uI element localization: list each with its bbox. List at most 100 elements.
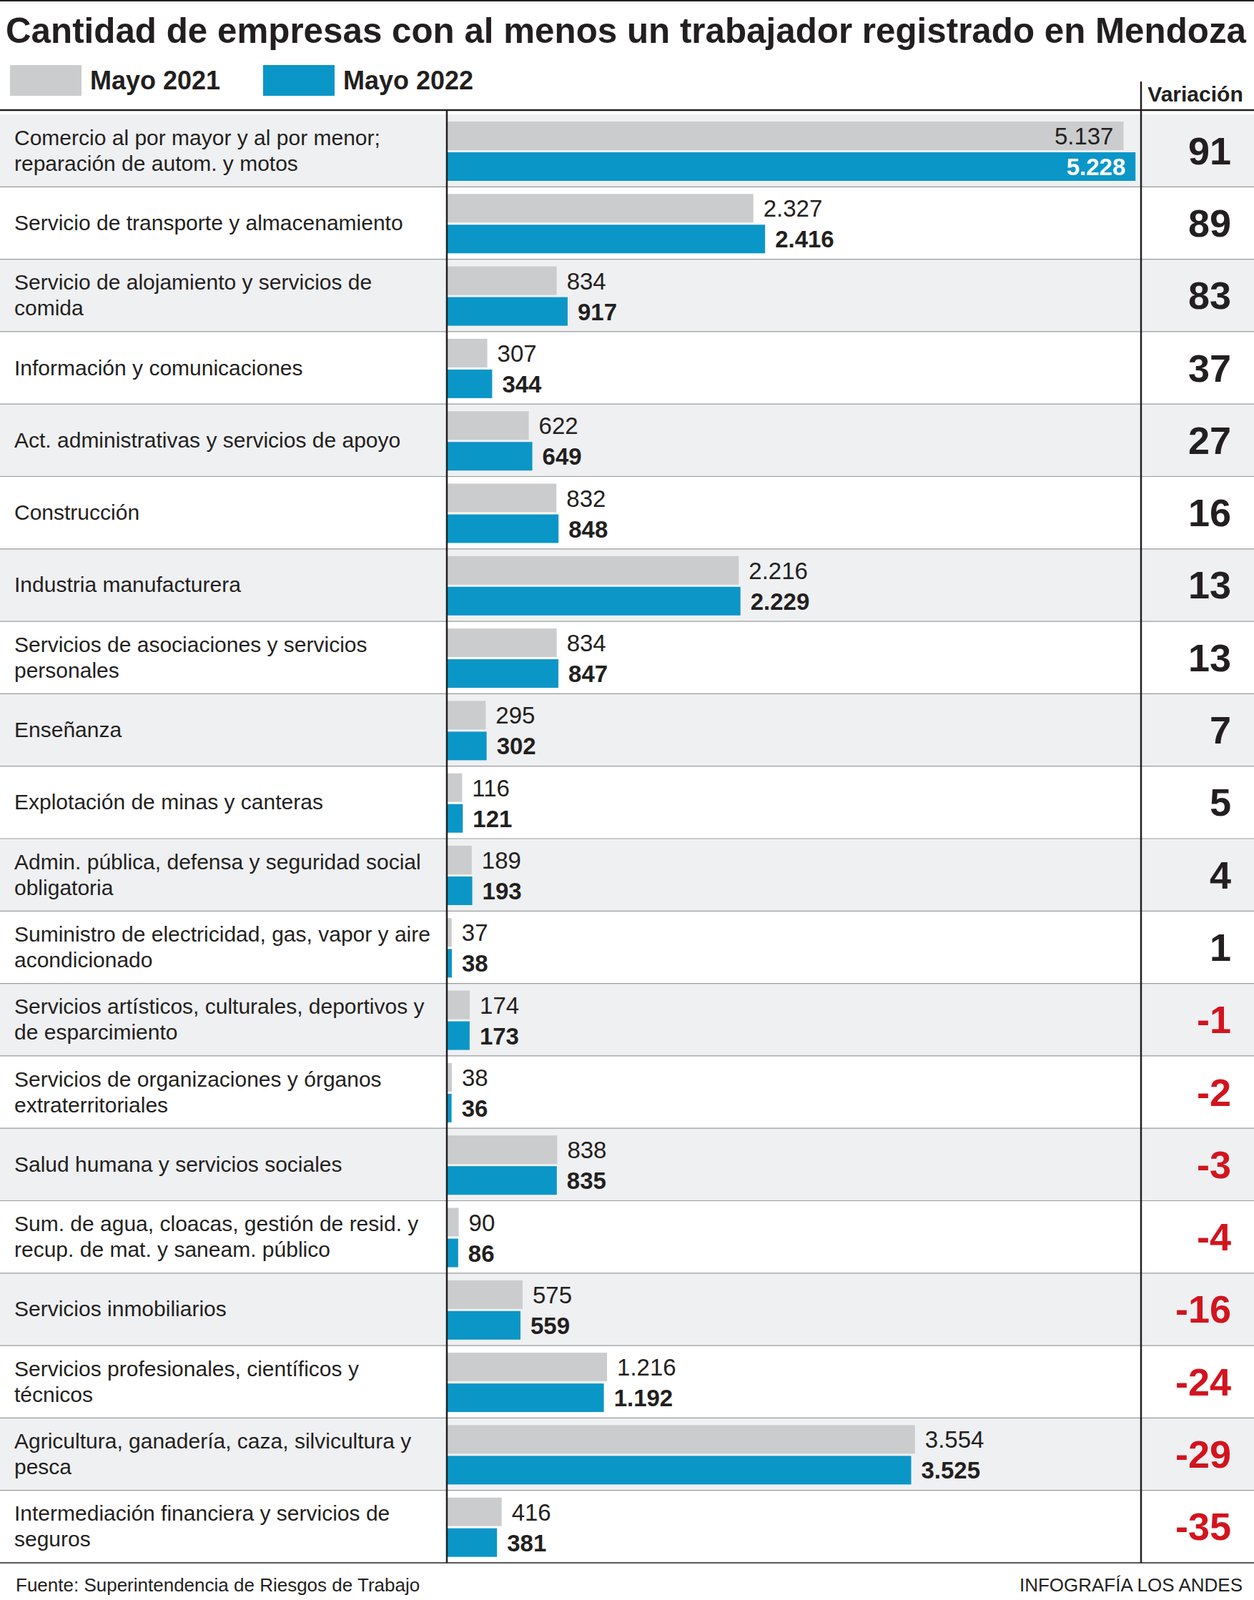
category-line: Agricultura, ganadería, caza, silvicultu… xyxy=(14,1429,412,1453)
bar xyxy=(446,1166,557,1195)
row-separator xyxy=(0,1344,1254,1346)
bar xyxy=(446,1497,502,1527)
row-background xyxy=(0,259,1254,332)
category-label: Sum. de agua, cloacas, gestión de resid.… xyxy=(14,1211,419,1262)
value-label: 1.192 xyxy=(614,1384,674,1412)
value-label: 2.416 xyxy=(774,225,835,253)
bar xyxy=(446,556,739,585)
bar xyxy=(446,628,557,658)
row-separator xyxy=(0,476,1254,477)
value-label: 5.228 xyxy=(1066,153,1127,181)
row-separator xyxy=(0,910,1254,912)
category-line: Comercio al por mayor y al por menor; xyxy=(14,125,381,150)
variation-value: 4 xyxy=(1209,853,1232,897)
bar xyxy=(446,1208,459,1237)
category-label: Intermediación financiera y servicios de… xyxy=(14,1501,390,1551)
row-separator xyxy=(0,765,1254,767)
value-label: 834 xyxy=(566,268,607,295)
bar xyxy=(446,441,533,471)
category-label: Comercio al por mayor y al por menor;rep… xyxy=(14,125,381,176)
category-line: extraterritoriales xyxy=(14,1093,169,1117)
variation-value: 27 xyxy=(1188,418,1232,462)
variation-value: -16 xyxy=(1175,1287,1232,1331)
variation-value: -24 xyxy=(1175,1360,1232,1404)
bar xyxy=(446,1238,459,1268)
category-line: Servicios de organizaciones y órganos xyxy=(14,1067,382,1091)
category-label: Construcción xyxy=(14,500,140,525)
bar xyxy=(446,224,765,254)
bar xyxy=(446,152,1136,181)
row-separator xyxy=(0,331,1254,332)
row-background xyxy=(0,1128,1254,1201)
bar xyxy=(446,121,1124,151)
bar xyxy=(446,297,568,327)
row-background xyxy=(0,983,1254,1056)
bar xyxy=(446,193,754,223)
variation-value: 91 xyxy=(1188,129,1232,173)
category-line: Act. administrativas y servicios de apoy… xyxy=(14,428,401,452)
bar xyxy=(446,1383,605,1413)
category-label: Servicios profesionales, científicos yté… xyxy=(14,1356,359,1407)
row-separator xyxy=(0,1055,1254,1056)
category-line: Servicios inmobiliarios xyxy=(14,1296,227,1321)
value-label: 2.229 xyxy=(750,588,811,615)
variation-value: -4 xyxy=(1196,1215,1232,1259)
variation-value: 16 xyxy=(1188,491,1232,535)
category-line: acondicionado xyxy=(14,948,153,972)
legend-swatch xyxy=(10,65,82,96)
category-line: Servicios de asociaciones y servicios xyxy=(14,632,368,657)
category-line: Suministro de electricidad, gas, vapor y… xyxy=(14,922,431,946)
chart: Cantidad de empresas con al menos un tra… xyxy=(0,0,1254,1600)
bar xyxy=(446,876,473,906)
row-background xyxy=(0,1417,1254,1490)
row-background xyxy=(0,114,1254,187)
row-separator xyxy=(0,1200,1254,1202)
category-line: Información y comunicaciones xyxy=(14,356,304,380)
top-rule xyxy=(0,0,1254,2)
bar xyxy=(446,845,472,875)
variation-header: Variación xyxy=(1147,82,1243,106)
variation-value: 83 xyxy=(1188,273,1232,317)
category-line: de esparcimiento xyxy=(14,1020,178,1044)
bar xyxy=(446,1021,470,1051)
category-line: comida xyxy=(14,295,84,320)
category-line: pesca xyxy=(14,1454,72,1479)
category-line: Admin. pública, defensa y seguridad soci… xyxy=(14,850,422,874)
category-line: Servicios artísticos, culturales, deport… xyxy=(14,994,425,1019)
value-label: 559 xyxy=(530,1312,570,1340)
value-label: 36 xyxy=(461,1095,489,1122)
category-label: Servicios inmobiliarios xyxy=(14,1296,227,1321)
row-separator xyxy=(0,258,1254,260)
value-label: 121 xyxy=(472,805,512,833)
variation-value: 1 xyxy=(1209,925,1232,969)
category-label: Salud humana y servicios sociales xyxy=(14,1152,343,1177)
bar xyxy=(446,1424,916,1454)
category-label: Servicios de organizaciones y órganosext… xyxy=(14,1067,382,1117)
variation-value: 5 xyxy=(1209,780,1232,824)
row-separator xyxy=(0,620,1254,622)
bars xyxy=(446,121,1136,1558)
legend-label: Mayo 2021 xyxy=(90,65,221,96)
category-line: Servicio de transporte y almacenamiento xyxy=(14,210,404,235)
value-label: 2.216 xyxy=(748,557,808,585)
bar xyxy=(446,773,462,803)
variation-value: 13 xyxy=(1188,636,1232,680)
category-line: Explotación de minas y canteras xyxy=(14,790,324,814)
value-label: 38 xyxy=(461,1064,489,1091)
category-label: Información y comunicaciones xyxy=(14,356,304,380)
bar xyxy=(446,586,741,616)
bar xyxy=(446,266,557,296)
category-line: Intermediación financiera y servicios de xyxy=(14,1501,390,1525)
value-label: 649 xyxy=(542,443,582,470)
category-label: Servicios de asociaciones y serviciosper… xyxy=(14,632,368,683)
category-label: Enseñanza xyxy=(14,717,122,742)
value-label: 344 xyxy=(501,371,542,398)
value-label: 622 xyxy=(539,412,579,439)
bar xyxy=(446,804,463,833)
value-label: 847 xyxy=(568,660,608,688)
value-label: 86 xyxy=(468,1240,495,1267)
value-label: 838 xyxy=(566,1136,607,1164)
axis-line xyxy=(446,110,449,1563)
row-background xyxy=(0,549,1254,622)
row-separator xyxy=(0,1417,1254,1419)
